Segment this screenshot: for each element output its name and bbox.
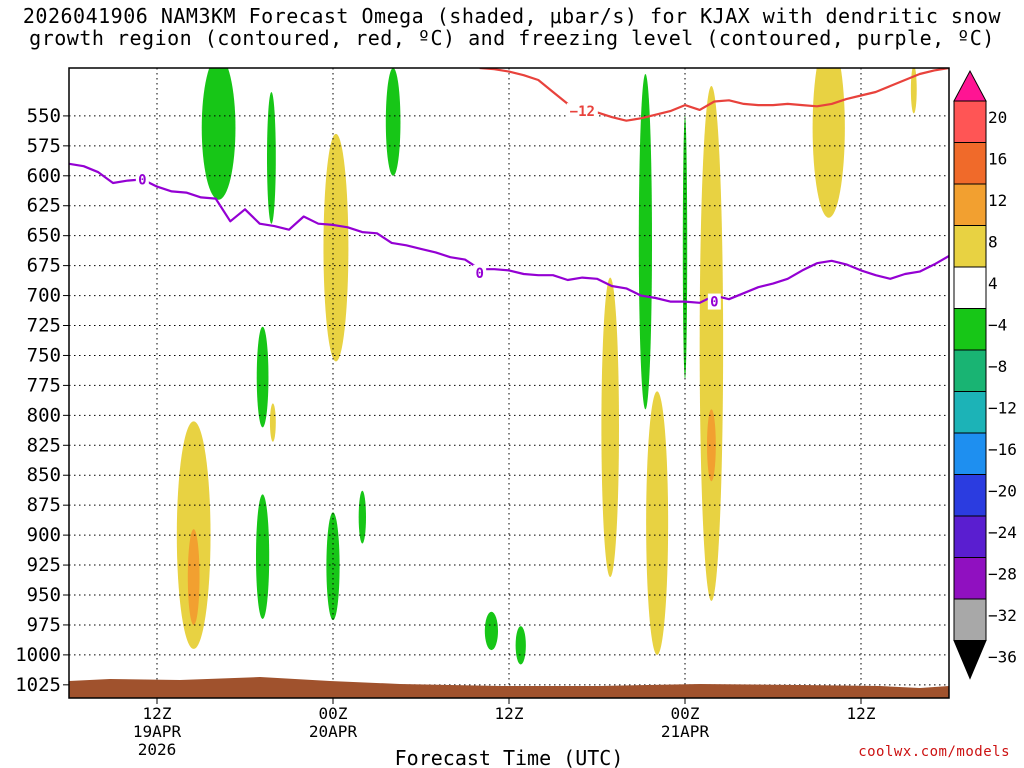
x-axis-label: Forecast Time (UTC)	[395, 746, 624, 768]
y-tick-label: 900	[27, 524, 61, 546]
colorbar-segment	[953, 225, 987, 268]
y-tick-label: 600	[27, 165, 61, 187]
colorbar-segment	[953, 432, 987, 475]
contour-label-bg	[566, 103, 598, 120]
dendritic-contour-label: −12	[570, 104, 595, 120]
omega-shade-blob	[699, 85, 724, 601]
colorbar-label: 8	[988, 233, 998, 252]
y-tick-label: 550	[27, 105, 61, 127]
y-tick-label: 575	[27, 135, 61, 157]
colorbar-segment	[953, 142, 987, 185]
freezing-level-contour-label: 0	[710, 295, 718, 311]
omega-shade-blob	[358, 490, 367, 544]
omega-shade-blob	[256, 326, 269, 428]
x-tick-label: 20APR	[309, 722, 358, 741]
y-tick-label: 750	[27, 344, 61, 366]
omega-shade-blob	[201, 68, 236, 200]
omega-shade-blob	[646, 391, 669, 655]
contour-label-bg	[707, 293, 721, 310]
x-tick-label: 21APR	[661, 722, 710, 741]
omega-shade-blob	[484, 611, 498, 651]
dendritic-contour	[479, 68, 949, 122]
colorbar-label: −28	[988, 565, 1017, 584]
omega-shade-core	[187, 529, 200, 625]
omega-shade-blob	[326, 512, 340, 621]
omega-shade-blob	[267, 91, 276, 224]
colorbar-label: −4	[988, 316, 1007, 335]
colorbar-label: −20	[988, 482, 1017, 501]
colorbar-segment	[953, 474, 987, 517]
omega-shade-blob	[682, 115, 688, 380]
colorbar-segment	[953, 100, 987, 143]
y-tick-label: 925	[27, 554, 61, 576]
omega-shade-blob	[638, 73, 653, 410]
colorbar-label: −32	[988, 606, 1017, 625]
colorbar-label: −16	[988, 440, 1017, 459]
colorbar-segment	[953, 266, 987, 309]
contour-label-bg	[473, 264, 487, 281]
x-tick-label: 12Z	[143, 704, 172, 723]
omega-shade-blob	[515, 626, 526, 665]
omega-shade-blob	[601, 277, 619, 578]
colorbar-segment	[953, 183, 987, 226]
colorbar-label: 20	[988, 108, 1007, 127]
colorbar-bottom-arrow	[953, 640, 987, 680]
x-tick-label: 12Z	[847, 704, 876, 723]
omega-shade-core	[707, 409, 716, 482]
colorbar-segment	[953, 515, 987, 558]
x-tick-label: 12Z	[495, 704, 524, 723]
colorbar-segment	[953, 598, 987, 641]
colorbar-top-arrow	[953, 69, 987, 102]
omega-shade-blob	[256, 494, 270, 619]
y-tick-label: 625	[27, 195, 61, 217]
colorbar-label: 12	[988, 191, 1007, 210]
y-tick-label: 975	[27, 614, 61, 636]
colorbar-segment	[953, 391, 987, 434]
x-tick-label: 00Z	[671, 704, 700, 723]
y-tick-label: 1000	[15, 644, 61, 666]
colorbar: 20 16 12 8 4 −4 −8 −12 −16 −20 −24 −28 −32 −36	[953, 69, 1017, 680]
colorbar-segment	[953, 557, 987, 600]
omega-shade-blob	[910, 68, 917, 114]
contour-label-bg	[135, 171, 149, 188]
y-tick-label: 1025	[15, 674, 61, 696]
y-tick-label: 700	[27, 285, 61, 307]
colorbar-label: −8	[988, 357, 1007, 376]
credit-text: coolwx.com/models	[858, 744, 1010, 760]
y-tick-label: 950	[27, 584, 61, 606]
y-tick-label: 850	[27, 464, 61, 486]
colorbar-label: 16	[988, 150, 1007, 169]
y-tick-label: 875	[27, 494, 61, 516]
y-tick-label: 650	[27, 225, 61, 247]
x-tick-label: 00Z	[319, 704, 348, 723]
y-tick-label: 800	[27, 404, 61, 426]
omega-shade-blob	[385, 68, 401, 176]
x-tick-label: 19APR	[133, 722, 182, 741]
y-tick-label: 725	[27, 315, 61, 337]
colorbar-label: −12	[988, 399, 1017, 418]
colorbar-segment	[953, 308, 987, 351]
x-tick-label: 2026	[138, 740, 177, 759]
y-tick-label: 825	[27, 434, 61, 456]
chart-title-line2: growth region (contoured, red, ºC) and f…	[29, 26, 995, 50]
chart-title-line1: 2026041906 NAM3KM Forecast Omega (shaded…	[22, 4, 1002, 28]
colorbar-label: −36	[988, 648, 1017, 667]
freezing-level-contour-label: 0	[475, 266, 483, 282]
omega-shade-blob	[323, 133, 349, 362]
omega-shade-blob	[269, 403, 276, 442]
freezing-level-contour	[69, 162, 949, 304]
y-tick-label: 675	[27, 255, 61, 277]
y-tick-label: 775	[27, 374, 61, 396]
colorbar-label: −24	[988, 523, 1017, 542]
colorbar-segment	[953, 349, 987, 392]
terrain-surface	[69, 677, 949, 698]
freezing-level-contour-label: 0	[138, 172, 146, 188]
omega-shade-blob	[812, 68, 845, 218]
colorbar-label: 4	[988, 274, 998, 293]
